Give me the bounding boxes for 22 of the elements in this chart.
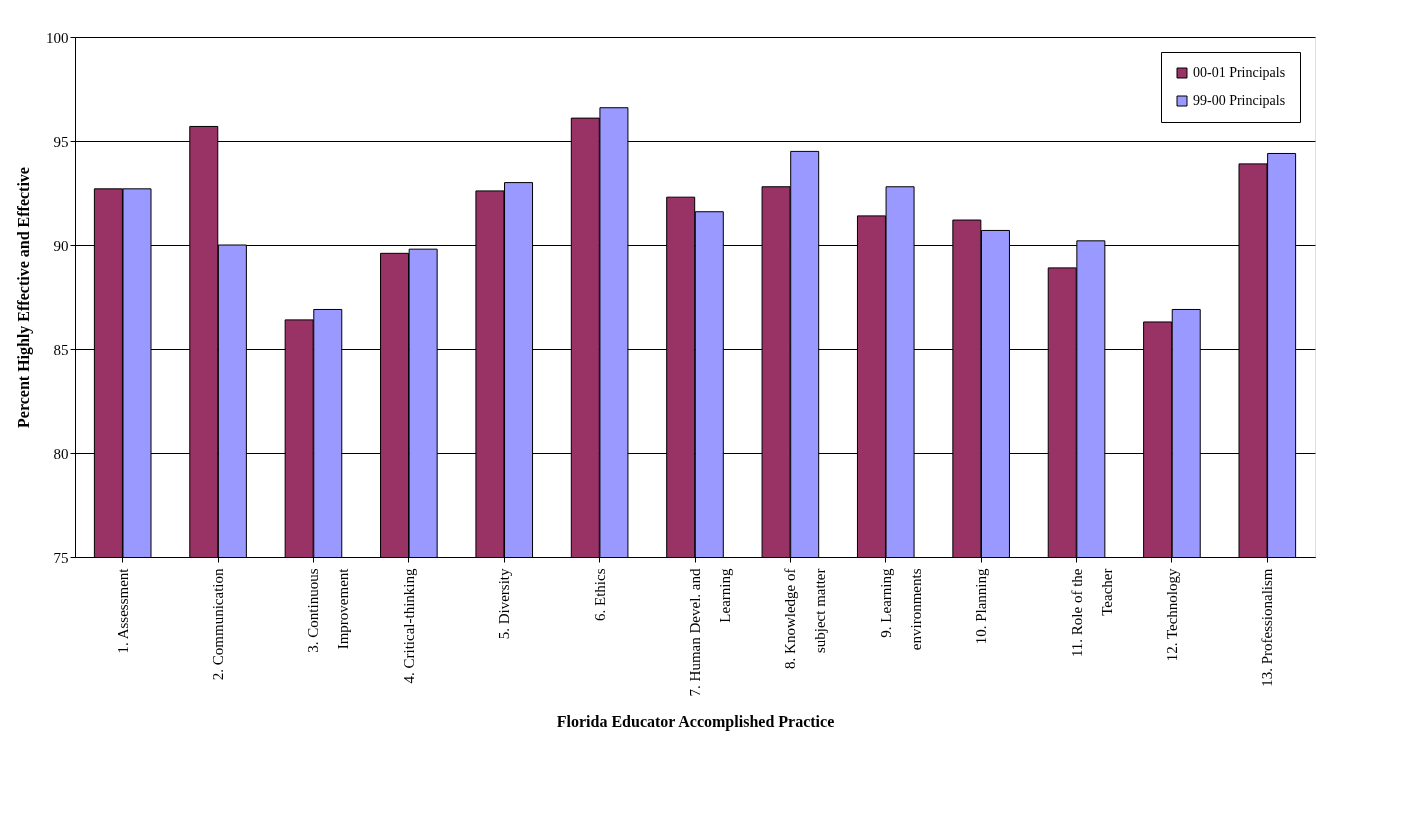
x-tick-label: 13. Professionalism — [1259, 568, 1276, 687]
y-tick-label: 100 — [46, 29, 69, 46]
y-tick-label: 90 — [53, 237, 69, 254]
x-tick-label: 4. Critical-thinking — [400, 568, 417, 684]
y-tick-label: 80 — [53, 445, 69, 462]
y-tick-label: 95 — [53, 133, 69, 150]
x-tick-label: 11. Role of the Teacher — [1068, 568, 1115, 658]
x-tick-label: 3. Continuous Improvement — [305, 567, 352, 653]
x-tick-label: 1. Assessment — [114, 567, 131, 654]
x-tick-label: 7. Human Devel. and Learning — [687, 568, 733, 697]
x-tick-label: 8. Knowledge of subject matter — [782, 568, 829, 669]
y-tick-label: 75 — [53, 549, 69, 566]
x-tick-label: 10. Planning — [973, 568, 990, 645]
x-tick-label: 12. Technology — [1163, 568, 1180, 662]
legend-label: 00-01 Principals — [1193, 65, 1286, 80]
y-axis-title: Percent Highly Effective and Effective — [15, 167, 33, 428]
x-tick-label: 5. Diversity — [496, 568, 513, 640]
y-tick-label: 85 — [53, 341, 69, 358]
legend-label: 99-00 Principals — [1193, 93, 1286, 108]
x-tick-label: 6. Ethics — [591, 568, 608, 621]
x-axis-title: Florida Educator Accomplished Practice — [556, 713, 835, 732]
x-tick-label: 2. Communication — [210, 568, 227, 681]
